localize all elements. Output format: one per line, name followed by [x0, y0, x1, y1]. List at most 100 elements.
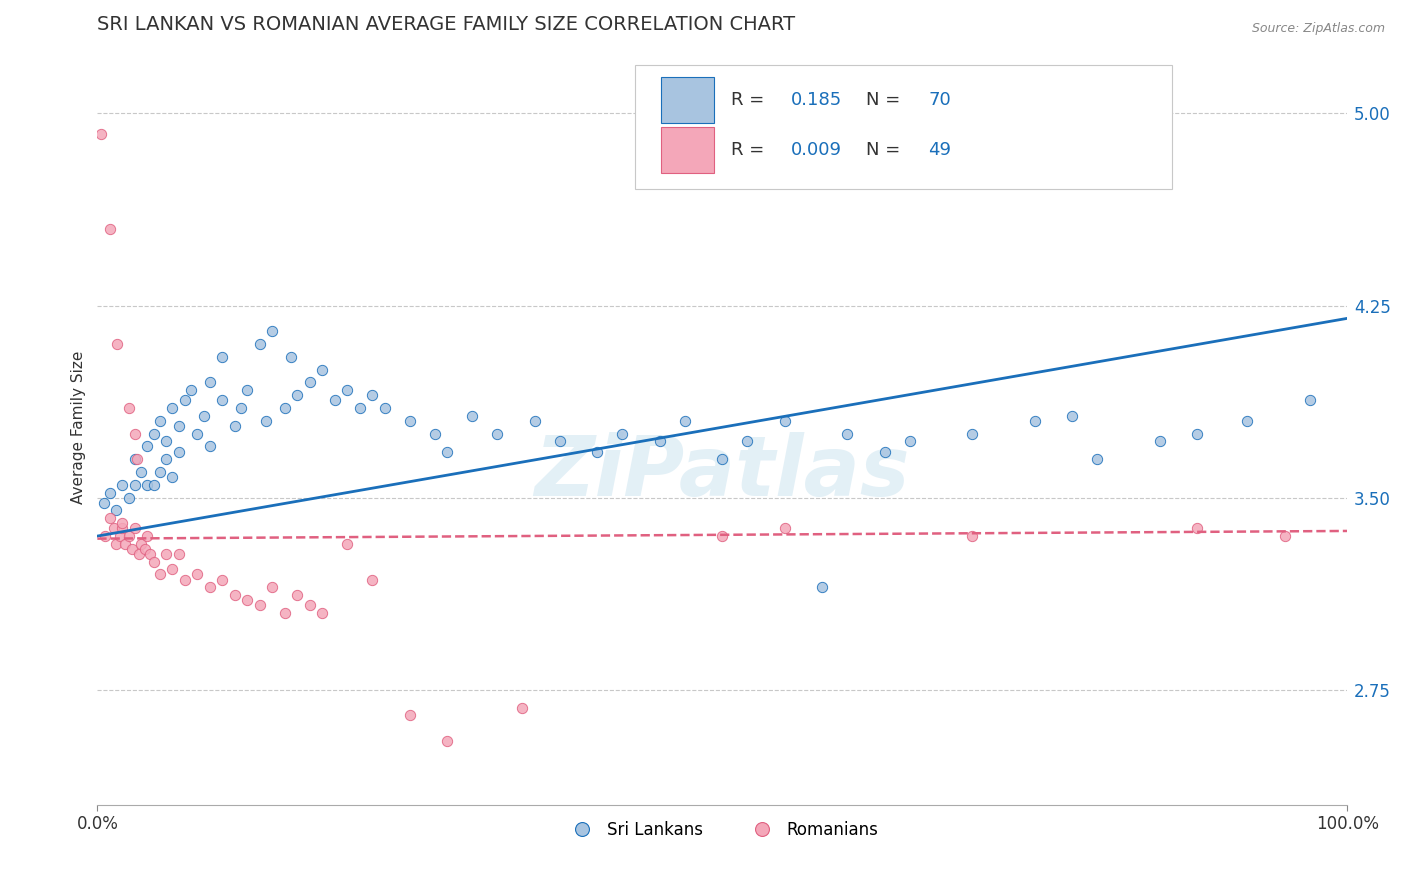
Point [162, 470, 184, 484]
Point [1274, 529, 1296, 543]
Text: 49: 49 [928, 141, 952, 159]
Point [548, 434, 571, 449]
Point [139, 547, 162, 561]
Text: ZiPatlas: ZiPatlas [534, 432, 910, 513]
Legend: Sri Lankans, Romanians: Sri Lankans, Romanians [560, 814, 886, 846]
Point [523, 414, 546, 428]
Point [1298, 393, 1320, 408]
Point [673, 414, 696, 428]
Point [193, 409, 215, 423]
Point [142, 555, 165, 569]
Point [105, 503, 128, 517]
Point [1085, 452, 1108, 467]
Point [735, 434, 758, 449]
Point [648, 434, 671, 449]
Point [93, 496, 115, 510]
Point [837, 426, 859, 441]
Point [124, 478, 146, 492]
Point [94, 529, 117, 543]
Y-axis label: Average Family Size: Average Family Size [72, 351, 86, 504]
Point [811, 580, 834, 594]
Point [262, 324, 284, 338]
FancyBboxPatch shape [661, 77, 713, 123]
Point [198, 376, 221, 390]
Point [224, 588, 246, 602]
Point [486, 426, 509, 441]
Point [117, 529, 139, 543]
Point [155, 452, 177, 467]
Text: 70: 70 [928, 91, 952, 109]
Point [98, 485, 121, 500]
Point [461, 409, 484, 423]
Point [711, 452, 734, 467]
Point [198, 580, 221, 594]
Point [1185, 426, 1208, 441]
Point [173, 573, 195, 587]
Point [186, 567, 208, 582]
Point [224, 419, 246, 434]
Point [162, 562, 184, 576]
Point [398, 414, 420, 428]
Point [960, 426, 983, 441]
Point [98, 511, 121, 525]
Point [436, 734, 458, 748]
Point [103, 521, 125, 535]
Point [612, 426, 634, 441]
Point [336, 383, 359, 397]
Point [124, 521, 146, 535]
Point [142, 478, 165, 492]
Point [436, 444, 458, 458]
Point [111, 516, 134, 531]
Point [90, 127, 112, 141]
Point [108, 529, 131, 543]
Point [254, 414, 277, 428]
Point [711, 529, 734, 543]
Point [211, 350, 233, 364]
Point [1062, 409, 1084, 423]
Point [211, 393, 233, 408]
Point [873, 444, 896, 458]
Point [285, 388, 308, 402]
Point [167, 547, 190, 561]
Point [262, 580, 284, 594]
Point [124, 426, 146, 441]
Point [155, 547, 177, 561]
Point [129, 465, 152, 479]
Point [129, 537, 152, 551]
Point [136, 529, 159, 543]
Point [186, 426, 208, 441]
Point [167, 444, 190, 458]
Point [298, 376, 321, 390]
FancyBboxPatch shape [634, 64, 1173, 189]
Point [111, 521, 134, 535]
Point [323, 393, 346, 408]
Point [510, 700, 533, 714]
Point [898, 434, 921, 449]
Text: R =: R = [731, 91, 770, 109]
Point [142, 426, 165, 441]
Point [105, 537, 128, 551]
Point [311, 606, 333, 620]
Text: R =: R = [731, 141, 770, 159]
Point [128, 547, 150, 561]
Point [361, 388, 384, 402]
Point [1149, 434, 1171, 449]
Point [114, 537, 136, 551]
Point [361, 573, 384, 587]
Point [229, 401, 252, 415]
Point [336, 537, 359, 551]
Point [1236, 414, 1258, 428]
Point [280, 350, 302, 364]
Point [149, 414, 172, 428]
Point [134, 541, 156, 556]
Text: 0.185: 0.185 [792, 91, 842, 109]
Point [111, 478, 134, 492]
Point [167, 419, 190, 434]
Point [773, 521, 796, 535]
Point [1185, 521, 1208, 535]
Text: Source: ZipAtlas.com: Source: ZipAtlas.com [1251, 22, 1385, 36]
Point [423, 426, 446, 441]
Point [198, 439, 221, 453]
Point [311, 362, 333, 376]
Point [349, 401, 371, 415]
